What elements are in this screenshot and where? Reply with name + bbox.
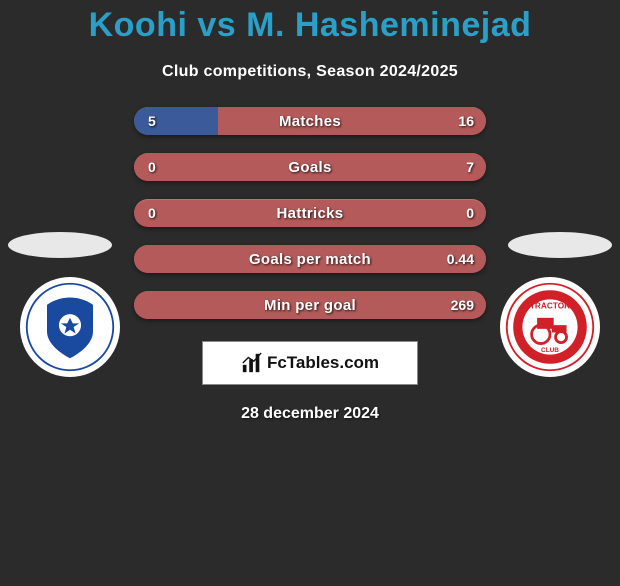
stat-bar-label: Goals: [134, 153, 486, 181]
bar-chart-icon: [241, 352, 263, 374]
stat-bar-right-value: 16: [458, 107, 474, 135]
stat-bar: Matches5 16: [134, 107, 486, 135]
stat-bar: Min per goal269: [134, 291, 486, 319]
stat-bar-left-value: 0: [148, 199, 156, 227]
branding-badge: FcTables.com: [202, 341, 418, 385]
stat-bar-label: Min per goal: [134, 291, 486, 319]
page-title: Koohi vs M. Hasheminejad: [0, 6, 620, 45]
stat-bar-label: Matches: [134, 107, 486, 135]
stat-bar-right-value: 0: [466, 199, 474, 227]
right-club-crest: TRACTOR CLUB: [500, 277, 600, 377]
right-player-slot: [508, 232, 612, 258]
stat-bar: Hattricks0 0: [134, 199, 486, 227]
left-club-crest: [20, 277, 120, 377]
stat-bar-left-value: 5: [148, 107, 156, 135]
svg-text:TRACTOR: TRACTOR: [530, 302, 570, 311]
tractor-icon: TRACTOR CLUB: [504, 281, 596, 373]
stat-bars: Matches516Goals07Hattricks00Goals per ma…: [134, 107, 486, 319]
branding-text: FcTables.com: [267, 353, 379, 373]
stat-bar-right-value: 0.44: [447, 245, 474, 273]
stat-bar-right-value: 7: [466, 153, 474, 181]
left-player-slot: [8, 232, 112, 258]
snapshot-date: 28 december 2024: [0, 405, 620, 423]
comparison-panel: TRACTOR CLUB Matches516Goals07Hattricks0…: [0, 107, 620, 423]
stat-bar-label: Hattricks: [134, 199, 486, 227]
subtitle: Club competitions, Season 2024/2025: [0, 63, 620, 81]
stat-bar-label: Goals per match: [134, 245, 486, 273]
shield-icon: [24, 281, 116, 373]
stat-bar-right-value: 269: [451, 291, 474, 319]
stat-bar-left-value: 0: [148, 153, 156, 181]
svg-text:CLUB: CLUB: [541, 347, 559, 354]
stat-bar: Goals0 7: [134, 153, 486, 181]
stat-bar: Goals per match0.44: [134, 245, 486, 273]
